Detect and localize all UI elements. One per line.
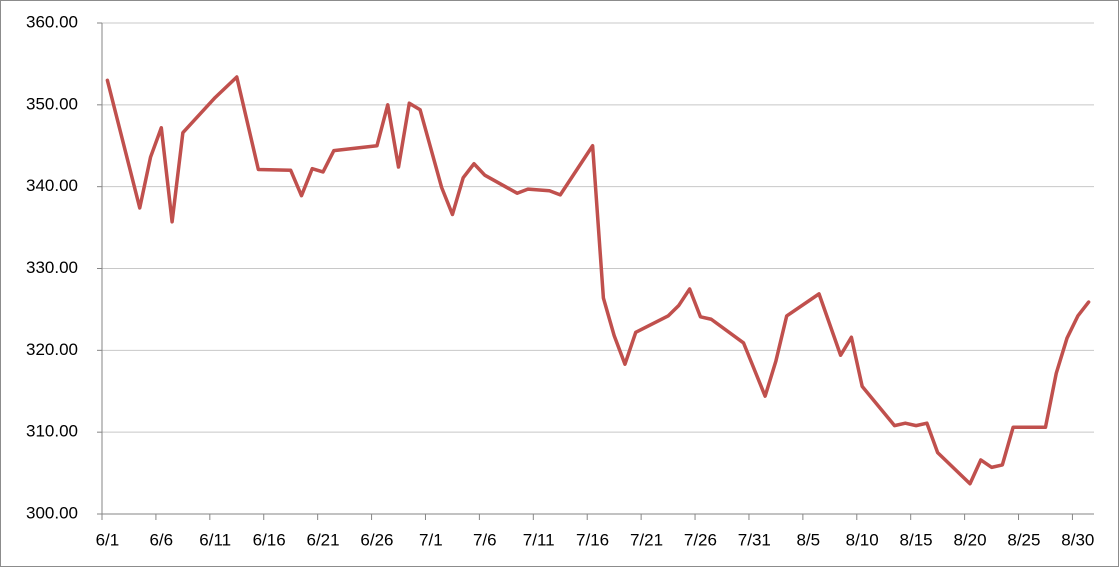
y-tick-label: 340.00 [26, 176, 78, 195]
y-tick-label: 360.00 [26, 12, 78, 31]
x-tick-label: 8/20 [953, 530, 986, 549]
x-tick-label: 8/25 [1007, 530, 1040, 549]
x-tick-label: 6/6 [149, 530, 173, 549]
x-tick-label: 6/16 [253, 530, 286, 549]
x-tick-label: 7/21 [630, 530, 663, 549]
x-tick-label: 8/5 [796, 530, 820, 549]
x-tick-label: 7/31 [738, 530, 771, 549]
x-tick-label: 7/1 [419, 530, 443, 549]
x-tick-label: 7/26 [684, 530, 717, 549]
y-tick-label: 350.00 [26, 94, 78, 113]
x-tick-label: 6/11 [199, 530, 231, 549]
x-tick-label: 6/21 [306, 530, 339, 549]
line-series [105, 75, 1091, 486]
y-tick-label: 320.00 [26, 340, 78, 359]
x-tick-label: 6/1 [96, 530, 120, 549]
x-tick-label: 6/26 [360, 530, 393, 549]
x-tick-label: 7/6 [473, 530, 497, 549]
y-tick-label: 300.00 [26, 503, 78, 522]
x-tick-label: 8/30 [1061, 530, 1094, 549]
x-tick-label: 8/10 [846, 530, 879, 549]
y-tick-label: 310.00 [26, 422, 78, 441]
x-tick-label: 7/16 [576, 530, 609, 549]
x-tick-label: 8/15 [900, 530, 933, 549]
x-tick-label: 7/11 [523, 530, 555, 549]
y-tick-label: 330.00 [26, 258, 78, 277]
